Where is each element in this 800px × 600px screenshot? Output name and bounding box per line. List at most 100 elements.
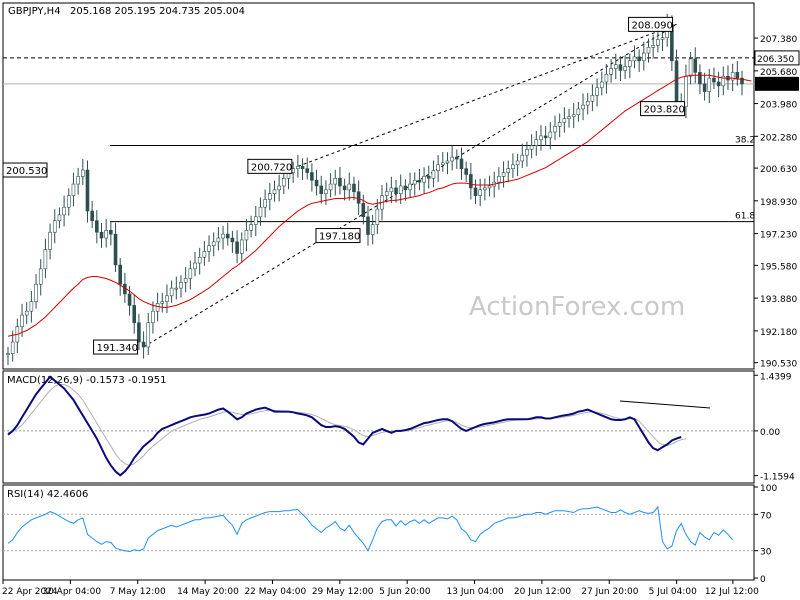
candle-body	[90, 210, 94, 221]
time-tick-label: 29 May 12:00	[312, 587, 374, 597]
candle-body	[193, 262, 197, 270]
price-tick-label: 195.580	[760, 262, 797, 272]
candle-body	[10, 341, 15, 354]
macd-tick-label: 1.4399	[760, 372, 792, 382]
candle-body	[207, 245, 211, 252]
candle-body	[99, 231, 104, 239]
time-tick-label: 27 Jun 20:00	[581, 587, 638, 597]
candle-body	[263, 199, 267, 208]
candle-body	[197, 256, 202, 264]
candle-body	[609, 68, 613, 75]
candle-body	[483, 187, 487, 191]
candle-body	[422, 176, 426, 183]
candle-body	[637, 56, 641, 62]
candle-body	[118, 264, 123, 285]
candle-body	[174, 287, 179, 290]
time-tick-label: 13 Jun 04:00	[447, 587, 504, 597]
price-annotation: 200.720	[251, 162, 292, 173]
price-annotation: 191.340	[97, 343, 138, 354]
candle-body	[282, 177, 286, 187]
candle-body	[571, 114, 576, 117]
trend-channel-line	[297, 23, 677, 167]
candle-body	[698, 72, 702, 85]
time-tick-label: 20 Jun 12:00	[514, 587, 571, 597]
rsi-panel: RSI(14) 42.4606 100 70 30 0	[2, 484, 777, 585]
candle-body	[300, 166, 305, 169]
candle-body	[412, 179, 417, 185]
candle-body	[501, 172, 506, 177]
price-annotation: 208.090	[632, 20, 673, 31]
candle-body	[34, 283, 38, 302]
price-tick-label: 202.280	[760, 133, 797, 143]
candle-body	[403, 185, 408, 191]
macd-panel: MACD(12,26,9) -0.1573 -0.1951 1.4399 0.00…	[2, 370, 795, 484]
price-annotation-box	[628, 16, 674, 32]
candle-body	[520, 154, 525, 162]
rsi-tick-label: 100	[760, 484, 777, 494]
price-annotation: 200.530	[6, 166, 47, 177]
candle-body	[127, 293, 132, 306]
candle-body	[604, 73, 609, 83]
candle-body	[6, 353, 10, 355]
candle-body	[221, 233, 225, 239]
price-annotation-box	[640, 101, 686, 117]
candle-body	[417, 179, 422, 183]
candle-body	[618, 64, 623, 71]
candle-body	[230, 237, 235, 243]
candle-body	[165, 295, 169, 302]
candle-body	[497, 176, 501, 183]
price-annotation: 197.180	[319, 232, 360, 243]
price-tick-label: 205.680	[760, 68, 797, 78]
candle-body	[534, 139, 539, 146]
candle-body	[66, 195, 71, 208]
candle-body	[370, 224, 375, 235]
candle-body	[258, 206, 263, 218]
candle-body	[328, 183, 333, 191]
candle-body	[132, 305, 137, 324]
candle-body	[595, 87, 599, 96]
candle-body	[651, 45, 655, 48]
candle-body	[436, 164, 440, 171]
watermark: ActionForex.com	[469, 292, 685, 322]
time-tick-label: 12 Jul 12:00	[705, 587, 759, 597]
macd-signal-line	[7, 384, 687, 467]
candle-body	[188, 268, 193, 279]
price-annotation-box	[2, 162, 48, 178]
moving-average-line	[7, 74, 752, 337]
candle-body	[319, 185, 324, 195]
macd-title: MACD(12,26,9) -0.1573 -0.1951	[7, 375, 167, 386]
candle-body	[268, 193, 272, 200]
candle-body	[20, 314, 24, 327]
candle-body	[539, 135, 543, 141]
candle-body	[543, 135, 548, 139]
candle-body	[384, 191, 389, 196]
candle-body	[310, 172, 314, 181]
candle-body	[109, 230, 113, 235]
candle-body	[137, 322, 141, 343]
macd-tick-label: 0.00	[760, 428, 780, 438]
candle-body	[141, 341, 146, 348]
candle-body	[511, 164, 515, 169]
candle-body	[389, 187, 394, 193]
candle-body	[408, 183, 412, 191]
candle-body	[347, 183, 352, 191]
candle-body	[740, 77, 744, 85]
candle-body	[712, 77, 716, 83]
candle-body	[24, 310, 29, 316]
ohlc-values: 205.168 205.195 204.735 205.004	[70, 6, 245, 17]
candle-body	[305, 168, 310, 173]
candle-body	[702, 83, 707, 92]
macd-divergence-line	[619, 400, 711, 409]
candle-body	[160, 301, 165, 304]
price-tick-label: 190.530	[760, 360, 797, 370]
level-price-tag	[754, 50, 800, 66]
candle-body	[730, 72, 735, 81]
candle-body	[57, 214, 62, 221]
candle-body	[151, 310, 155, 324]
candle-body	[445, 160, 450, 164]
candle-body	[562, 118, 567, 123]
candle-body	[277, 185, 281, 191]
candle-body	[735, 72, 740, 79]
time-tick-label: 7 May 12:00	[110, 587, 166, 597]
